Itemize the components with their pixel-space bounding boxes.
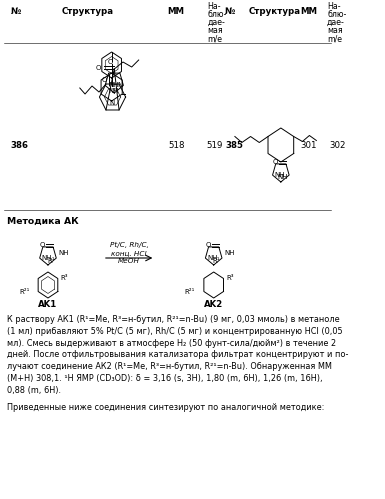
Text: AK2: AK2 — [204, 300, 223, 309]
Text: мая: мая — [327, 26, 343, 35]
Text: NH: NH — [108, 88, 119, 94]
Text: m/e: m/e — [327, 34, 342, 43]
Text: O: O — [206, 243, 211, 249]
Text: мая: мая — [208, 26, 223, 35]
Text: NH: NH — [274, 172, 285, 178]
Text: N: N — [117, 82, 122, 88]
Text: 0,88 (m, 6H).: 0,88 (m, 6H). — [7, 386, 61, 395]
Text: O: O — [40, 243, 45, 249]
Text: На-: На- — [327, 2, 341, 11]
Text: NH: NH — [207, 255, 218, 261]
Text: N: N — [109, 100, 114, 106]
Text: Приведенные ниже соединения синтезируют по аналогичной методике:: Приведенные ниже соединения синтезируют … — [7, 403, 324, 412]
Text: R²¹: R²¹ — [19, 288, 29, 294]
Text: R²¹: R²¹ — [185, 288, 195, 294]
Text: NH: NH — [59, 250, 69, 256]
Text: дней. После отфильтровывания катализатора фильтрат концентрируют и по-: дней. После отфильтровывания катализатор… — [7, 350, 348, 359]
Text: ММ: ММ — [168, 7, 185, 16]
Text: конц. HCl: конц. HCl — [111, 250, 147, 256]
Text: 519: 519 — [206, 141, 223, 150]
Text: Pt/C, Rh/C,: Pt/C, Rh/C, — [110, 242, 149, 248]
Text: дае-: дае- — [208, 18, 226, 27]
Text: Методика АК: Методика АК — [7, 217, 79, 226]
Text: 302: 302 — [330, 141, 346, 150]
Text: NH: NH — [277, 174, 287, 180]
Text: MeOH: MeOH — [118, 258, 140, 264]
Text: №: № — [225, 7, 235, 16]
Text: На-: На- — [208, 2, 221, 11]
Text: R³: R³ — [60, 275, 68, 281]
Text: (1 мл) прибавляют 5% Pt/C (5 мг), Rh/C (5 мг) и концентрированную HCl (0,05: (1 мл) прибавляют 5% Pt/C (5 мг), Rh/C (… — [7, 327, 343, 336]
Text: мл). Смесь выдерживают в атмосфере H₂ (50 фунт-сила/дюйм²) в течение 2: мл). Смесь выдерживают в атмосфере H₂ (5… — [7, 339, 336, 348]
Text: AK1: AK1 — [38, 300, 58, 309]
Text: NH: NH — [109, 82, 119, 88]
Text: №: № — [10, 7, 21, 16]
Text: ММ: ММ — [300, 7, 317, 16]
Text: 386: 386 — [10, 141, 28, 150]
Text: 385: 385 — [225, 141, 243, 150]
Text: блю-: блю- — [327, 10, 346, 19]
Text: 301: 301 — [301, 141, 317, 150]
Text: лучают соединение АК2 (R¹=Me, R³=н-бутил, R²¹=n-Bu). Обнаруженная ММ: лучают соединение АК2 (R¹=Me, R³=н-бутил… — [7, 362, 332, 371]
Text: O: O — [108, 59, 114, 65]
Text: К раствору АК1 (R¹=Me, R³=н-бутил, R²¹=n-Bu) (9 мг, 0,03 ммоль) в метаноле: К раствору АК1 (R¹=Me, R³=н-бутил, R²¹=n… — [7, 315, 340, 324]
Text: NH: NH — [224, 250, 234, 256]
Text: O: O — [96, 64, 101, 70]
Text: Структура: Структура — [61, 7, 113, 16]
Text: m/e: m/e — [208, 34, 223, 43]
Text: O: O — [102, 77, 107, 83]
Text: R³: R³ — [226, 275, 234, 281]
Text: (M+H) 308,1. ¹H ЯМР (CD₃OD): δ = 3,16 (s, 3H), 1,80 (m, 6H), 1,26 (m, 16H),: (M+H) 308,1. ¹H ЯМР (CD₃OD): δ = 3,16 (s… — [7, 374, 323, 383]
Text: Структура: Структура — [249, 7, 301, 16]
Text: NH: NH — [42, 255, 52, 261]
Text: блю-: блю- — [208, 10, 227, 19]
Text: дае-: дае- — [327, 18, 345, 27]
Text: R¹: R¹ — [47, 258, 55, 264]
Text: O: O — [273, 159, 278, 165]
Text: R¹: R¹ — [213, 258, 220, 264]
Text: 518: 518 — [168, 141, 184, 150]
